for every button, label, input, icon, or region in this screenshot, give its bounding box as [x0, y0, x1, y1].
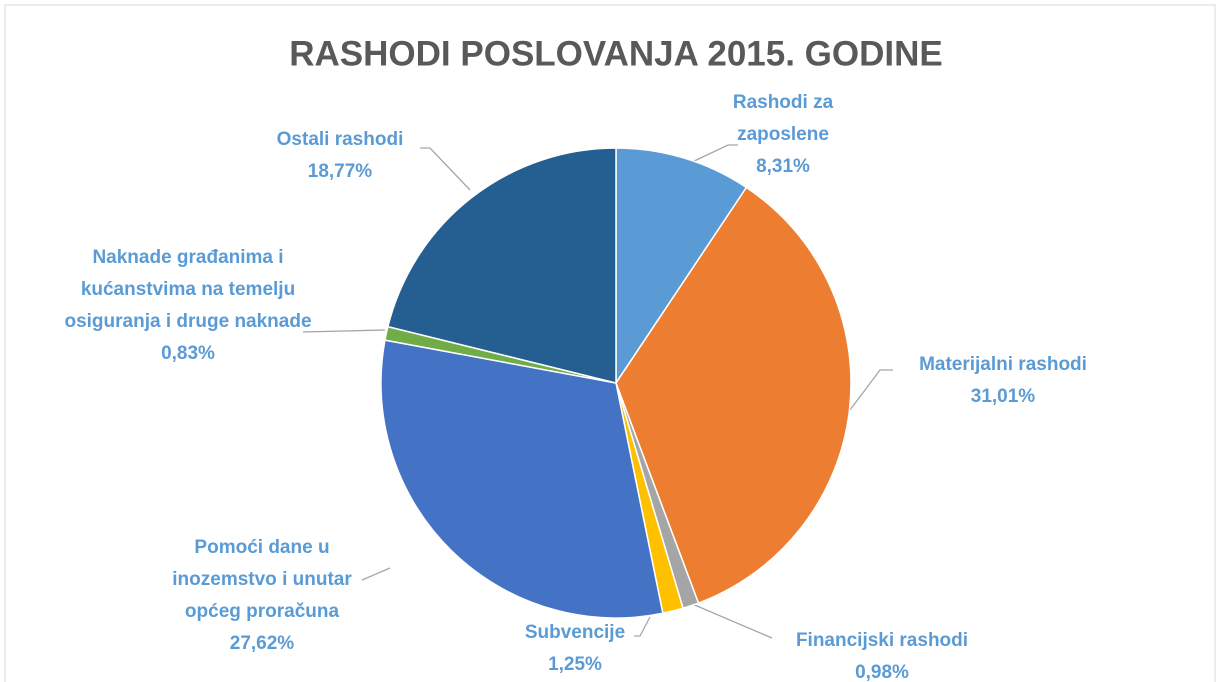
leader-lines	[302, 144, 893, 639]
slice-label: Rashodi za zaposlene 8,31%	[718, 87, 848, 183]
leader-line	[689, 144, 738, 164]
slice-name: Financijski rashodi	[795, 630, 969, 651]
leader-line	[361, 567, 391, 581]
chart-title: RASHODI POSLOVANJA 2015. GODINE	[289, 34, 942, 73]
slice-value: 18,77%	[307, 161, 373, 182]
slice-value: 31,01%	[970, 386, 1036, 407]
pie-slice	[615, 147, 748, 386]
slice-name: Ostali rashodi	[276, 129, 404, 150]
leader-line	[420, 147, 471, 191]
slice-value: 0,98%	[855, 662, 909, 682]
slice-name: Pomoći dane u inozemstvo i unutar općeg …	[172, 537, 352, 622]
chart-border	[4, 4, 1216, 682]
leader-line	[849, 369, 893, 411]
slice-value: 8,31%	[756, 156, 810, 177]
leader-line	[302, 329, 386, 333]
leader-line	[634, 616, 651, 637]
slice-value: 1,25%	[548, 654, 602, 675]
slice-label: Materijalni rashodi 31,01%	[853, 349, 1153, 413]
slice-label: Subvencije 1,25%	[495, 617, 655, 681]
pie-slice	[380, 339, 664, 619]
slice-value: 27,62%	[229, 633, 295, 654]
slice-name: Subvencije	[524, 622, 626, 643]
slice-value: 0,83%	[161, 343, 215, 364]
slice-name: Rashodi za zaposlene	[732, 92, 834, 145]
slice-label: Pomoći dane u inozemstvo i unutar općeg …	[147, 532, 377, 660]
leader-line	[689, 602, 773, 639]
slice-name: Naknade građanima i kućanstvima na temel…	[64, 247, 312, 332]
pie-slice	[615, 186, 852, 605]
slice-name: Materijalni rashodi	[919, 354, 1087, 375]
pie-slice	[386, 147, 617, 384]
slice-label: Ostali rashodi 18,77%	[240, 124, 440, 188]
slice-label: Naknade građanima i kućanstvima na temel…	[63, 242, 313, 370]
slice-label: Financijski rashodi 0,98%	[752, 625, 1012, 682]
